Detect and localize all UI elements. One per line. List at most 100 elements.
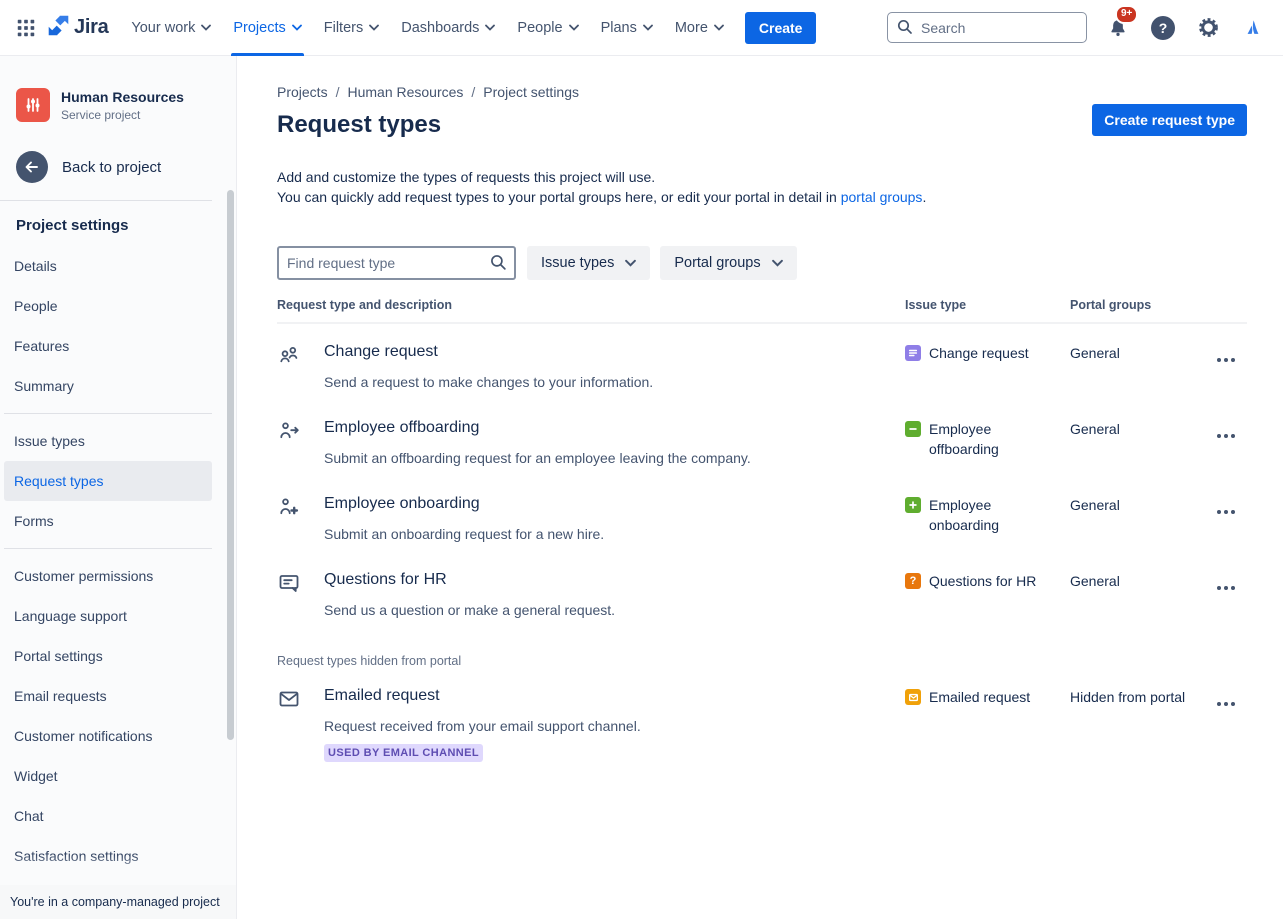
chevron-down-icon bbox=[201, 24, 212, 31]
sidebar-item-customer-notifications[interactable]: Customer notifications bbox=[14, 728, 153, 744]
more-actions-button[interactable] bbox=[1210, 576, 1242, 600]
breadcrumb-project-settings[interactable]: Project settings bbox=[483, 84, 580, 100]
sidebar-item-satisfaction-settings[interactable]: Satisfaction settings bbox=[14, 848, 139, 864]
more-actions-button[interactable] bbox=[1210, 692, 1242, 716]
hidden-section-label: Request types hidden from portal bbox=[277, 654, 462, 668]
person-add-icon bbox=[277, 494, 324, 552]
sidebar-item-details[interactable]: Details bbox=[14, 258, 57, 274]
breadcrumb-human-resources[interactable]: Human Resources bbox=[347, 84, 464, 100]
sidebar-item-people[interactable]: People bbox=[14, 298, 58, 314]
email-issue-icon bbox=[905, 689, 921, 705]
jira-logo[interactable]: Jira bbox=[46, 13, 109, 43]
chevron-down-icon bbox=[625, 259, 637, 267]
top-navbar: Jira Your work Projects Filters Dashboar… bbox=[0, 0, 1283, 56]
portal-group-cell: General bbox=[1070, 345, 1120, 361]
create-button[interactable]: Create bbox=[744, 11, 817, 44]
offboarding-issue-icon bbox=[905, 421, 921, 437]
portal-group-cell: Hidden from portal bbox=[1070, 689, 1186, 705]
sidebar-item-features[interactable]: Features bbox=[14, 338, 70, 354]
request-type-name[interactable]: Change request bbox=[324, 343, 438, 360]
chevron-down-icon bbox=[291, 24, 302, 31]
nav-dashboards[interactable]: Dashboards bbox=[390, 0, 506, 56]
portal-group-cell: General bbox=[1070, 421, 1120, 437]
table-row: Employee onboarding Submit an onboarding… bbox=[277, 476, 1247, 552]
sidebar-nav: Details People Features Summary Issue ty… bbox=[0, 246, 236, 876]
nav-people[interactable]: People bbox=[506, 0, 589, 56]
page-title: Request types bbox=[277, 111, 442, 138]
request-types-table: Request type and description Issue type … bbox=[277, 298, 1247, 762]
breadcrumb-separator: / bbox=[335, 84, 340, 100]
sidebar-item-widget[interactable]: Widget bbox=[14, 768, 58, 784]
sidebar-item-forms[interactable]: Forms bbox=[14, 513, 54, 529]
request-type-name[interactable]: Emailed request bbox=[324, 687, 440, 704]
column-portal-groups: Portal groups bbox=[1070, 298, 1152, 312]
sidebar-item-chat[interactable]: Chat bbox=[14, 808, 44, 824]
atlassian-logo-icon[interactable] bbox=[1239, 14, 1267, 42]
table-row: Change request Send a request to make ch… bbox=[277, 324, 1247, 400]
portal-group-cell: General bbox=[1070, 497, 1120, 513]
sidebar-heading: Project settings bbox=[16, 217, 129, 234]
change-request-issue-icon bbox=[905, 345, 921, 361]
filter-row: Issue types Portal groups bbox=[277, 246, 1247, 280]
person-leave-icon bbox=[277, 418, 324, 476]
request-type-description: Submit an onboarding request for a new h… bbox=[324, 526, 605, 542]
global-search bbox=[887, 12, 1087, 43]
sidebar-item-summary[interactable]: Summary bbox=[14, 378, 74, 394]
portal-groups-link[interactable]: portal groups bbox=[840, 189, 923, 205]
notifications-button[interactable]: 9+ bbox=[1104, 4, 1139, 42]
nav-projects[interactable]: Projects bbox=[222, 0, 312, 56]
request-type-name[interactable]: Employee offboarding bbox=[324, 419, 480, 436]
back-to-project-button[interactable]: Back to project bbox=[0, 151, 236, 183]
sidebar-footer: You're in a company-managed project bbox=[0, 885, 236, 919]
question-issue-icon: ? bbox=[905, 573, 921, 589]
nav-plans[interactable]: Plans bbox=[590, 0, 664, 56]
page-description: Add and customize the types of requests … bbox=[277, 169, 927, 205]
help-button[interactable]: ? bbox=[1149, 14, 1177, 42]
request-type-name[interactable]: Questions for HR bbox=[324, 571, 447, 588]
issue-types-filter-dropdown[interactable]: Issue types bbox=[527, 246, 651, 280]
sidebar-divider bbox=[4, 413, 212, 414]
sidebar-item-issue-types[interactable]: Issue types bbox=[14, 433, 85, 449]
sidebar-divider bbox=[4, 548, 212, 549]
jira-logo-text: Jira bbox=[74, 16, 109, 38]
sidebar-item-customer-permissions[interactable]: Customer permissions bbox=[14, 568, 154, 584]
more-actions-button[interactable] bbox=[1210, 500, 1242, 524]
breadcrumb-separator: / bbox=[471, 84, 476, 100]
request-type-name[interactable]: Employee onboarding bbox=[324, 495, 480, 512]
back-arrow-icon bbox=[16, 151, 48, 183]
nav-filters[interactable]: Filters bbox=[313, 0, 390, 56]
sidebar-item-request-types[interactable]: Request types bbox=[4, 461, 212, 501]
people-group-icon bbox=[277, 342, 324, 400]
column-issue-type: Issue type bbox=[905, 298, 967, 312]
nav-more[interactable]: More bbox=[664, 0, 735, 56]
issue-type-cell: Employee onboarding bbox=[905, 494, 1070, 552]
sidebar-item-email-requests[interactable]: Email requests bbox=[14, 688, 107, 704]
request-type-description: Submit an offboarding request for an emp… bbox=[324, 450, 751, 466]
sidebar-item-language-support[interactable]: Language support bbox=[14, 608, 127, 624]
main-content: Projects / Human Resources / Project set… bbox=[237, 56, 1283, 919]
search-icon bbox=[897, 19, 913, 40]
app-switcher-icon[interactable] bbox=[10, 12, 42, 44]
project-type: Service project bbox=[61, 107, 141, 122]
project-name: Human Resources bbox=[61, 88, 184, 105]
more-actions-button[interactable] bbox=[1210, 424, 1242, 448]
onboarding-issue-icon bbox=[905, 497, 921, 513]
sidebar-item-portal-settings[interactable]: Portal settings bbox=[14, 648, 103, 664]
find-request-type-input[interactable] bbox=[277, 246, 516, 280]
settings-button[interactable] bbox=[1194, 14, 1222, 42]
more-actions-button[interactable] bbox=[1210, 348, 1242, 372]
breadcrumb-projects[interactable]: Projects bbox=[277, 84, 328, 100]
table-row: Employee offboarding Submit an offboardi… bbox=[277, 400, 1247, 476]
request-type-description: Request received from your email support… bbox=[324, 718, 641, 734]
navbar-right-cluster: 9+ ? bbox=[887, 4, 1267, 43]
breadcrumb: Projects / Human Resources / Project set… bbox=[277, 84, 1247, 100]
create-request-type-button[interactable]: Create request type bbox=[1092, 104, 1247, 136]
search-input[interactable] bbox=[887, 12, 1087, 43]
portal-groups-filter-dropdown[interactable]: Portal groups bbox=[660, 246, 797, 280]
nav-your-work[interactable]: Your work bbox=[120, 0, 222, 56]
sidebar-scrollbar[interactable] bbox=[227, 190, 234, 740]
issue-type-cell: Emailed request bbox=[905, 686, 1070, 762]
project-settings-sidebar: Human Resources Service project Back to … bbox=[0, 56, 237, 919]
project-header: Human Resources Service project bbox=[0, 88, 236, 122]
chevron-down-icon bbox=[485, 24, 496, 31]
